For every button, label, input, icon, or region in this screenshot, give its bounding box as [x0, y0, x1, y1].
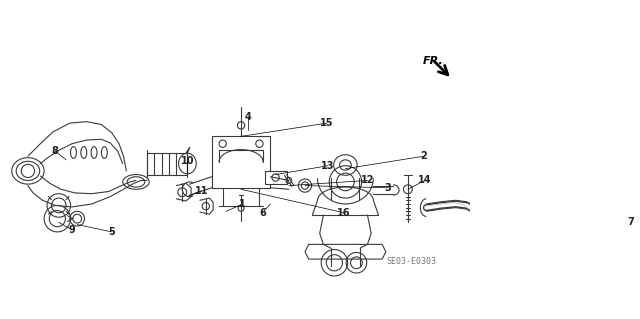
Text: 8: 8 — [52, 146, 58, 156]
Text: 10: 10 — [180, 156, 194, 166]
Text: 9: 9 — [68, 225, 76, 235]
Text: 14: 14 — [418, 175, 431, 185]
Text: 16: 16 — [337, 208, 351, 218]
Text: 1: 1 — [239, 199, 246, 209]
Bar — [147, 152, 188, 174]
Text: 12: 12 — [361, 175, 374, 185]
Text: 4: 4 — [245, 112, 252, 122]
Text: 15: 15 — [320, 118, 334, 128]
Text: 5: 5 — [108, 227, 115, 237]
Text: 11: 11 — [195, 186, 208, 196]
Bar — [264, 171, 287, 184]
Text: FR.: FR. — [422, 56, 444, 66]
Text: SE03-E0303: SE03-E0303 — [387, 257, 436, 266]
Text: 6: 6 — [259, 208, 266, 218]
Text: 7: 7 — [627, 217, 634, 227]
FancyBboxPatch shape — [212, 136, 271, 188]
Text: 13: 13 — [321, 161, 335, 171]
Text: 2: 2 — [420, 151, 428, 161]
Text: 3: 3 — [385, 183, 392, 193]
